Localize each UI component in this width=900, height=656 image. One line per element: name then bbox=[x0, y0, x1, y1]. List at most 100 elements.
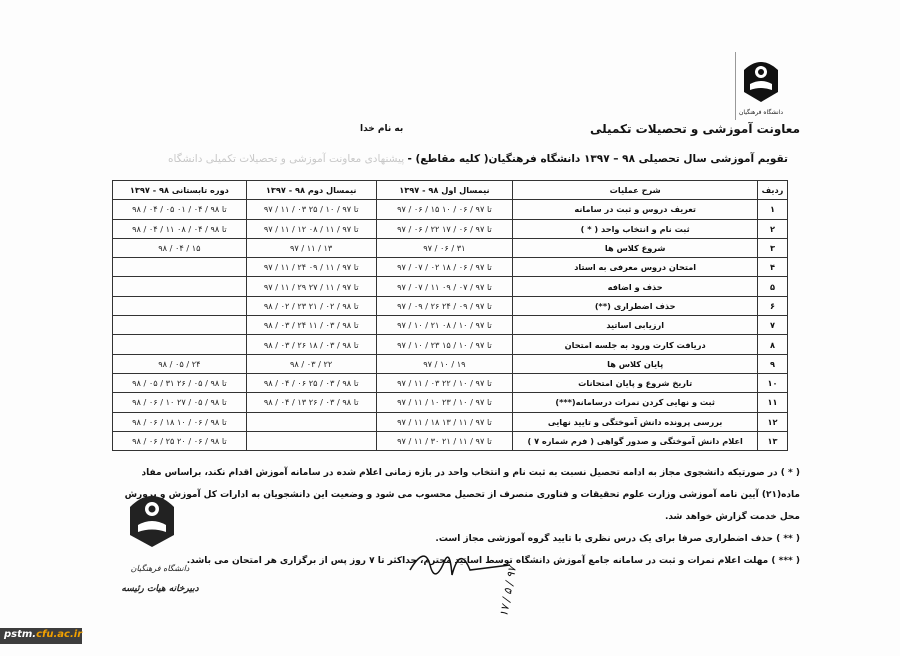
row-number: ۶ bbox=[757, 295, 788, 317]
academic-calendar-table: ردیف شرح عملیات نیمسال اول ۹۸ - ۱۳۹۷ نیمسال… bbox=[112, 179, 788, 452]
summer-term-date: ۹۸ / ۰۶ / ۱۸ تا ۹۸ / ۰۶ / ۱۰ bbox=[112, 411, 247, 432]
second-semester-date: ۹۷ / ۱۱ / ۱۳ bbox=[245, 237, 377, 259]
table-row: ۸ دریافت کارت ورود به جلسه امتحان ۹۷ / ۱۰ … bbox=[112, 334, 788, 355]
table-row: ۹ پایان کلاس ها ۹۷ / ۱۰ / ۱۹ ۹۸ / ۰۳ / ۲۲ ۹۸… bbox=[112, 353, 788, 374]
table-row: ۱۲ بررسی پرونده دانش آموختگی و تایید نهای… bbox=[112, 411, 788, 432]
title-faint: پیشنهادی معاونت آموزشی و تحصیلات تکمیلی … bbox=[168, 153, 408, 165]
svg-text:دانشگاه فرهنگیان: دانشگاه فرهنگیان bbox=[739, 108, 783, 116]
first-semester-date: ۹۷ / ۱۰ / ۲۱ تا ۹۷ / ۱۰ / ۰۸ bbox=[375, 315, 514, 336]
second-semester-date: ۹۸ / ۰۴ / ۱۳ تا ۹۸ / ۰۳ / ۲۶ bbox=[245, 392, 377, 413]
first-semester-date: ۹۷ / ۱۱ / ۱۰ تا ۹۷ / ۱۰ / ۲۳ bbox=[375, 392, 514, 413]
summer-term-date: ۹۸ / ۰۵ / ۲۴ bbox=[112, 353, 247, 374]
row-number: ۳ bbox=[757, 237, 788, 259]
row-number: ۴ bbox=[757, 257, 788, 278]
operation-description: اعلام دانش آموختگی و صدور گواهی ( فرم شم… bbox=[512, 430, 759, 452]
first-semester-date: ۹۷ / ۱۱ / ۰۳ تا ۹۷ / ۱۰ / ۲۲ bbox=[375, 372, 514, 394]
summer-term-date: ۹۸ / ۰۵ / ۳۱ تا ۹۸ / ۰۵ / ۲۶ bbox=[112, 372, 247, 394]
second-semester-date bbox=[245, 411, 377, 432]
footnotes: ( * ) در صورتیکه دانشجوی مجاز به ادامه ت… bbox=[120, 462, 800, 572]
operation-description: دریافت کارت ورود به جلسه امتحان bbox=[512, 334, 759, 355]
table-header-row: ردیف شرح عملیات نیمسال اول ۹۸ - ۱۳۹۷ نیمسال… bbox=[112, 179, 788, 201]
summer-term-date bbox=[112, 295, 247, 317]
second-semester-date: ۹۷ / ۱۱ / ۲۴ تا ۹۷ / ۱۱ / ۰۹ bbox=[245, 257, 377, 278]
summer-term-date bbox=[112, 315, 247, 336]
row-number: ۱۰ bbox=[757, 372, 788, 394]
column-header: شرح عملیات bbox=[512, 179, 759, 201]
secretariat-stamp: دانشگاه فرهنگیان دبیرخانه هیات رئیسه bbox=[112, 485, 202, 615]
first-semester-date: ۹۷ / ۱۱ / ۳۰ تا ۹۷ / ۱۱ / ۲۱ bbox=[375, 430, 514, 452]
table-row: ۲ ثبت نام و انتخاب واحد ( * ) ۹۷ / ۰۶ / ۲۲… bbox=[112, 218, 788, 239]
second-semester-date: ۹۸ / ۰۲ / ۲۳ تا ۹۸ / ۰۲ / ۲۱ bbox=[245, 295, 377, 317]
summer-term-date: ۹۸ / ۰۴ / ۱۱ تا ۹۸ / ۰۴ / ۰۸ bbox=[112, 218, 247, 239]
operation-description: بررسی پرونده دانش آموختگی و تایید نهایی bbox=[512, 411, 759, 432]
first-semester-date: ۹۷ / ۰۶ / ۲۲ تا ۹۷ / ۰۶ / ۱۷ bbox=[375, 218, 514, 239]
operation-description: پایان کلاس ها bbox=[512, 353, 759, 374]
table-row: ۳ شروع کلاس ها ۹۷ / ۰۶ / ۳۱ ۹۷ / ۱۱ / ۱۳ ۹۸ … bbox=[112, 237, 788, 259]
table-row: ۶ حذف اضطراری (**) ۹۷ / ۰۹ / ۲۶ تا ۹۷ / ۰۹… bbox=[112, 295, 788, 317]
column-header: ردیف bbox=[757, 179, 788, 201]
university-logo: دانشگاه فرهنگیان bbox=[735, 52, 785, 120]
footnote-2: ( ** ) حذف اضطراری صرفا برای یک درس نظری… bbox=[435, 534, 800, 544]
department-name: معاونت آموزشی و تحصیلات تکمیلی bbox=[590, 122, 800, 136]
second-semester-date: ۹۸ / ۰۳ / ۲۲ bbox=[245, 353, 377, 374]
table-row: ۷ ارزیابی اساتید ۹۷ / ۱۰ / ۲۱ تا ۹۷ / ۱۰ /… bbox=[112, 315, 788, 336]
second-semester-date: ۹۷ / ۱۱ / ۲۹ تا ۹۷ / ۱۱ / ۲۷ bbox=[245, 276, 377, 297]
bismillah: به نام خدا bbox=[360, 124, 404, 134]
column-header: نیمسال دوم ۹۸ - ۱۳۹۷ bbox=[245, 179, 377, 201]
table-row: ۱۳ اعلام دانش آموختگی و صدور گواهی ( فرم … bbox=[112, 430, 788, 452]
first-semester-date: ۹۷ / ۱۰ / ۲۳ تا ۹۷ / ۱۰ / ۱۵ bbox=[375, 334, 514, 355]
row-number: ۹ bbox=[757, 353, 788, 374]
signature bbox=[400, 540, 520, 620]
second-semester-date: ۹۷ / ۱۱ / ۱۲ تا ۹۷ / ۱۱ / ۰۸ bbox=[245, 218, 377, 239]
row-number: ۱۳ bbox=[757, 430, 788, 452]
row-number: ۸ bbox=[757, 334, 788, 355]
watermark-part2: cfu.ac.ir bbox=[36, 629, 83, 640]
document-title: تقویم آموزشی سال تحصیلی ۹۸ – ۱۳۹۷ دانشگا… bbox=[168, 153, 788, 165]
table-row: ۴ امتحان دروس معرفی به استاد ۹۷ / ۰۷ / ۰۲ … bbox=[112, 257, 788, 278]
second-semester-date: ۹۸ / ۰۳ / ۲۴ تا ۹۸ / ۰۳ / ۱۱ bbox=[245, 315, 377, 336]
operation-description: شروع کلاس ها bbox=[512, 237, 759, 259]
operation-description: ارزیابی اساتید bbox=[512, 315, 759, 336]
row-number: ۱ bbox=[757, 199, 788, 220]
first-semester-date: ۹۷ / ۰۶ / ۱۵ تا ۹۷ / ۰۶ / ۱۰ bbox=[375, 199, 514, 220]
column-header: دوره تابستانی ۹۸ - ۱۳۹۷ bbox=[112, 179, 247, 201]
first-semester-date: ۹۷ / ۰۹ / ۲۶ تا ۹۷ / ۰۹ / ۲۴ bbox=[375, 295, 514, 317]
row-number: ۷ bbox=[757, 315, 788, 336]
row-number: ۱۱ bbox=[757, 392, 788, 413]
table-row: ۵ حذف و اضافه ۹۷ / ۰۷ / ۱۱ تا ۹۷ / ۰۷ / ۰۹… bbox=[112, 276, 788, 297]
operation-description: حذف و اضافه bbox=[512, 276, 759, 297]
title-main: تقویم آموزشی سال تحصیلی ۹۸ – ۱۳۹۷ دانشگا… bbox=[407, 153, 788, 165]
watermark-part1: pstm. bbox=[4, 629, 37, 640]
summer-term-date: ۹۸ / ۰۶ / ۱۰ تا ۹۸ / ۰۵ / ۲۷ bbox=[112, 392, 247, 413]
operation-description: ثبت نام و انتخاب واحد ( * ) bbox=[512, 218, 759, 239]
table-row: ۱ تعریف دروس و ثبت در سامانه ۹۷ / ۰۶ / ۱۵ … bbox=[112, 199, 788, 220]
operation-description: حذف اضطراری (**) bbox=[512, 295, 759, 317]
second-semester-date bbox=[245, 430, 377, 452]
row-number: ۲ bbox=[757, 218, 788, 239]
summer-term-date: ۹۸ / ۰۶ / ۲۵ تا ۹۸ / ۰۶ / ۲۰ bbox=[112, 430, 247, 452]
summer-term-date bbox=[112, 334, 247, 355]
column-header: نیمسال اول ۹۸ - ۱۳۹۷ bbox=[375, 179, 514, 201]
table-row: ۱۱ ثبت و نهایی کردن نمرات درسامانه(***) ۹۷… bbox=[112, 392, 788, 413]
operation-description: امتحان دروس معرفی به استاد bbox=[512, 257, 759, 278]
svg-text:دبیرخانه هیات رئیسه: دبیرخانه هیات رئیسه bbox=[121, 583, 199, 594]
first-semester-date: ۹۷ / ۰۷ / ۰۲ تا ۹۷ / ۰۶ / ۱۸ bbox=[375, 257, 514, 278]
row-number: ۱۲ bbox=[757, 411, 788, 432]
summer-term-date: ۹۸ / ۰۴ / ۱۵ bbox=[112, 237, 247, 259]
first-semester-date: ۹۷ / ۰۶ / ۳۱ bbox=[375, 237, 514, 259]
first-semester-date: ۹۷ / ۱۰ / ۱۹ bbox=[375, 353, 514, 374]
footnote-3: ( *** ) مهلت اعلام نمرات و ثبت در سامانه… bbox=[186, 556, 800, 566]
second-semester-date: ۹۸ / ۰۴ / ۰۶ تا ۹۸ / ۰۳ / ۲۵ bbox=[245, 372, 377, 394]
first-semester-date: ۹۷ / ۰۷ / ۱۱ تا ۹۷ / ۰۷ / ۰۹ bbox=[375, 276, 514, 297]
website-watermark[interactable]: pstm.cfu.ac.ir bbox=[0, 628, 82, 644]
summer-term-date: ۹۸ / ۰۴ / ۰۵ تا ۹۸ / ۰۴ / ۰۱ bbox=[112, 199, 247, 220]
summer-term-date bbox=[112, 257, 247, 278]
operation-description: ثبت و نهایی کردن نمرات درسامانه(***) bbox=[512, 392, 759, 413]
second-semester-date: ۹۷ / ۱۱ / ۰۳ تا ۹۷ / ۱۰ / ۲۵ bbox=[245, 199, 377, 220]
svg-text:دانشگاه فرهنگیان: دانشگاه فرهنگیان bbox=[131, 563, 190, 573]
row-number: ۵ bbox=[757, 276, 788, 297]
first-semester-date: ۹۷ / ۱۱ / ۱۸ تا ۹۷ / ۱۱ / ۱۳ bbox=[375, 411, 514, 432]
footnote-1: ( * ) در صورتیکه دانشجوی مجاز به ادامه ت… bbox=[124, 468, 800, 522]
operation-description: تاریخ شروع و پایان امتحانات bbox=[512, 372, 759, 394]
table-row: ۱۰ تاریخ شروع و پایان امتحانات ۹۷ / ۱۱ / ۰… bbox=[112, 372, 788, 394]
